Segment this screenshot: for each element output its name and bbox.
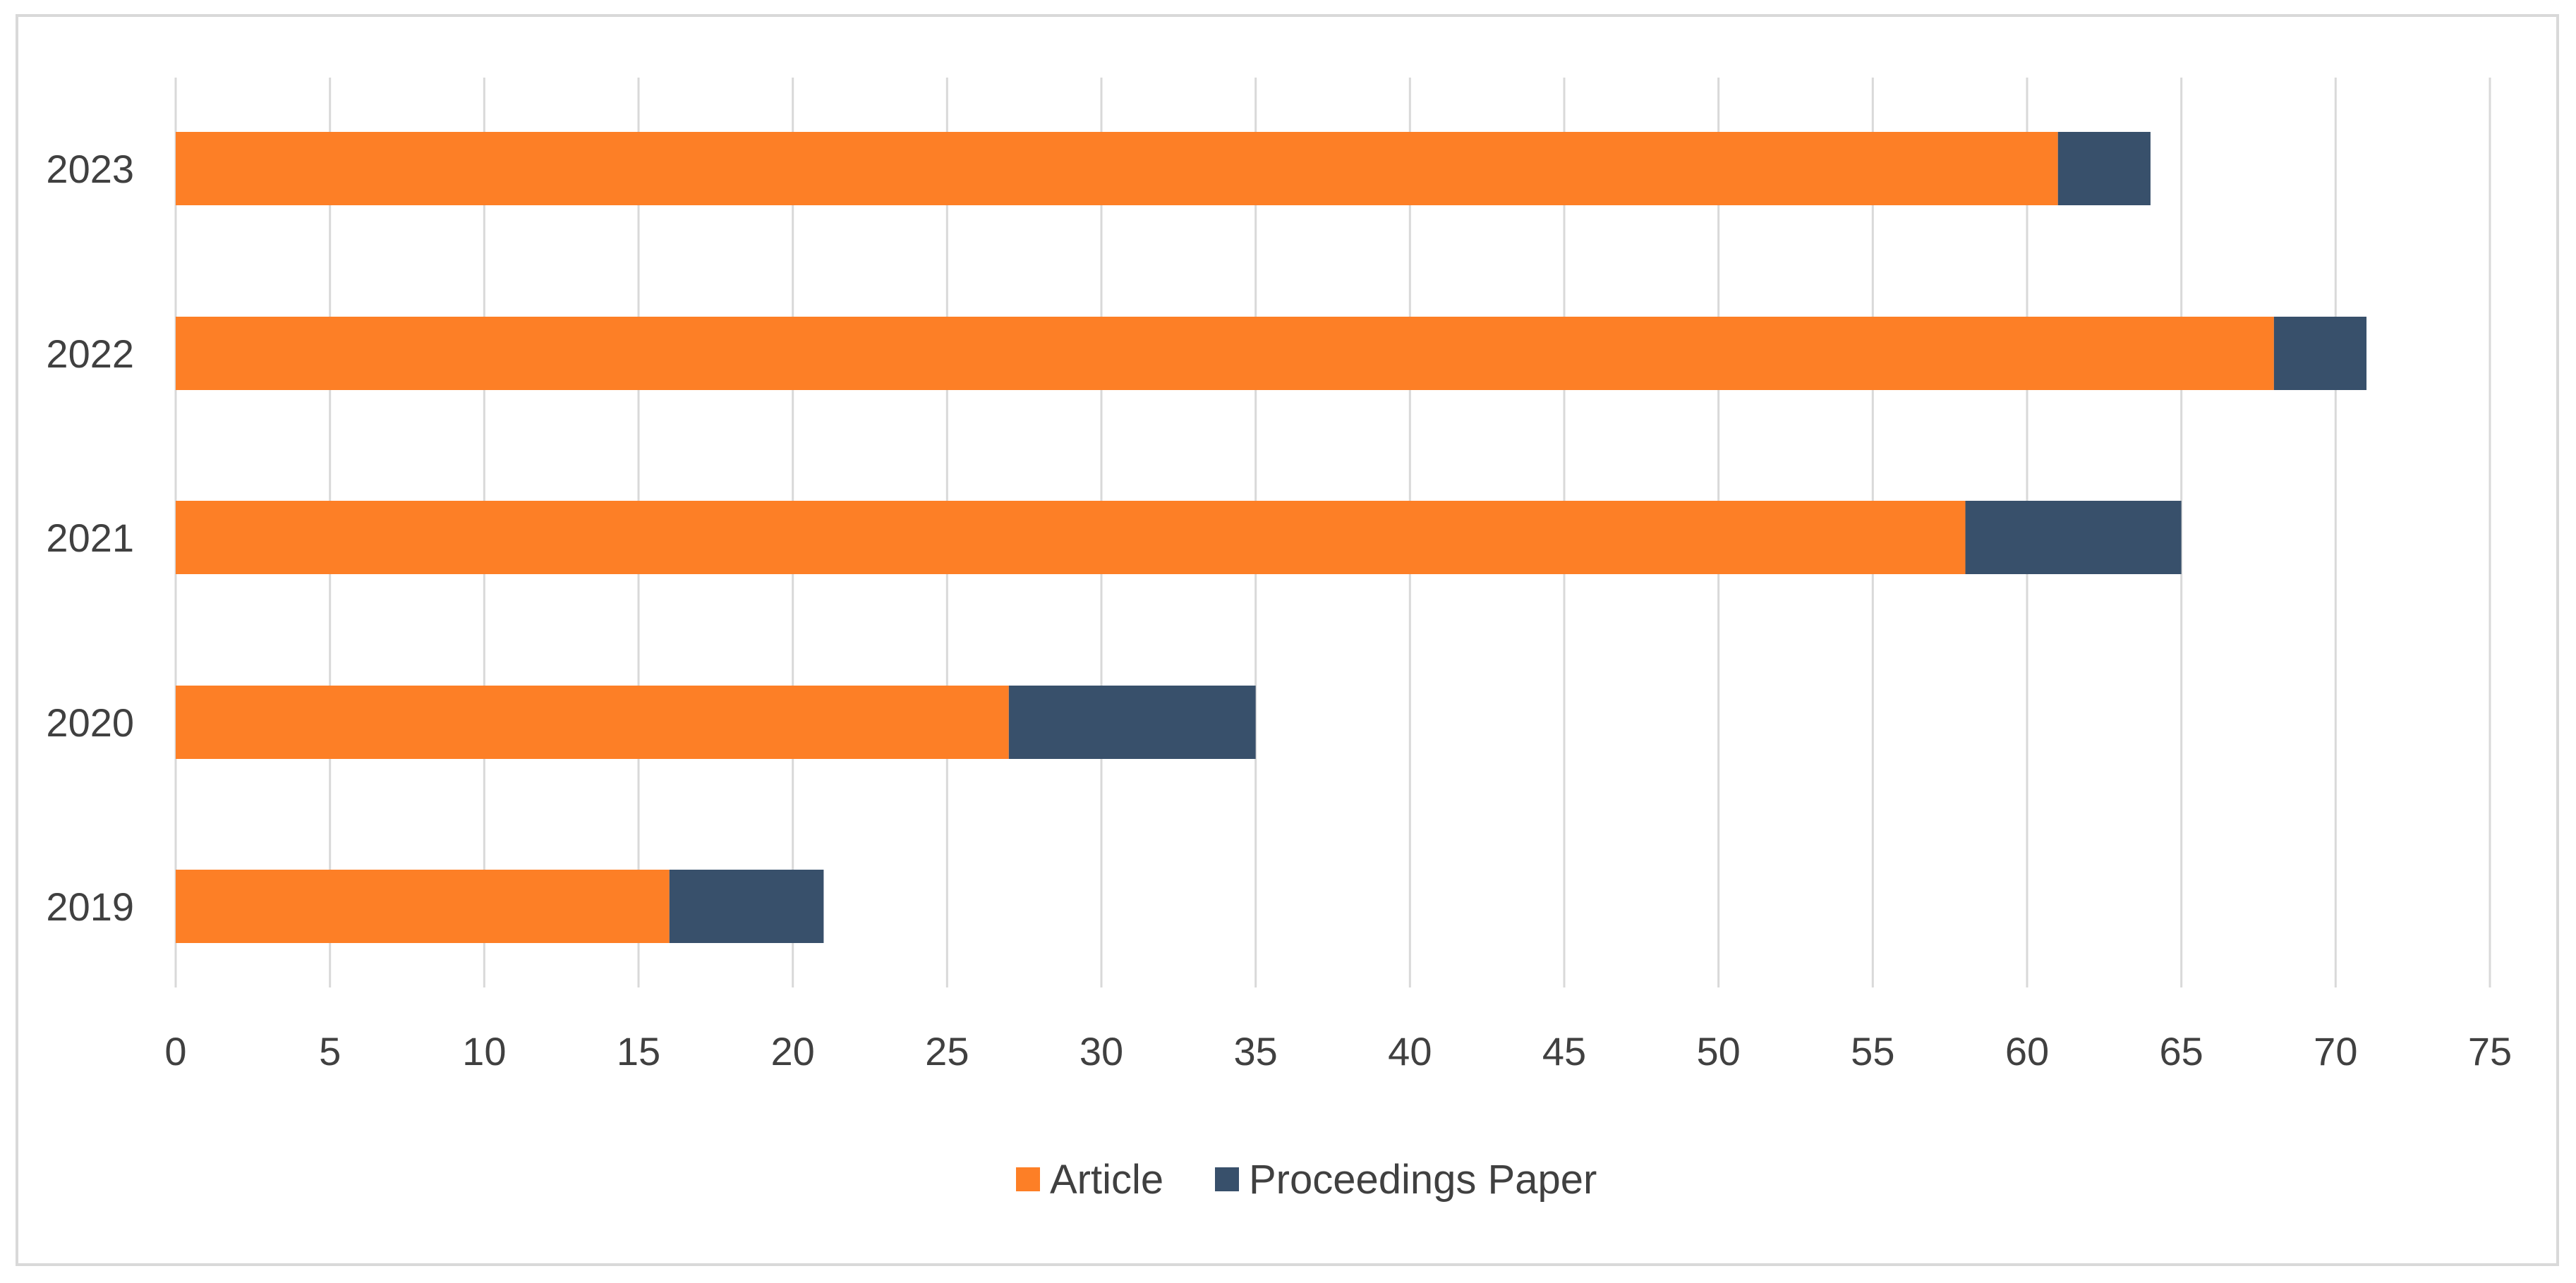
bar-article-2023 xyxy=(176,132,2058,205)
y-tick-label: 2019 xyxy=(46,884,134,929)
legend-swatch-proceedings-paper xyxy=(1215,1167,1239,1191)
x-tick-label: 5 xyxy=(319,1029,341,1074)
y-axis-labels: 2023 2022 2021 2020 2019 xyxy=(46,147,134,929)
x-tick-label: 20 xyxy=(771,1029,815,1074)
x-tick-label: 40 xyxy=(1388,1029,1432,1074)
x-tick-label: 70 xyxy=(2314,1029,2357,1074)
y-tick-label: 2023 xyxy=(46,147,134,191)
y-tick-label: 2021 xyxy=(46,516,134,560)
x-tick-label: 15 xyxy=(617,1029,660,1074)
x-tick-label: 65 xyxy=(2160,1029,2203,1074)
y-tick-label: 2020 xyxy=(46,700,134,745)
x-tick-label: 35 xyxy=(1234,1029,1278,1074)
x-tick-label: 0 xyxy=(164,1029,186,1074)
x-tick-label: 10 xyxy=(462,1029,506,1074)
bar-proceedings-paper-2022 xyxy=(2273,317,2367,390)
bars xyxy=(176,132,2367,943)
bar-article-2021 xyxy=(176,501,1966,574)
y-tick-label: 2022 xyxy=(46,332,134,376)
bar-article-2020 xyxy=(176,686,1009,759)
bar-proceedings-paper-2020 xyxy=(1008,686,1256,759)
x-axis-labels: 0 5 10 15 20 25 30 35 40 45 50 55 60 65 70 75 xyxy=(164,1029,2512,1074)
x-tick-label: 25 xyxy=(925,1029,969,1074)
bar-article-2019 xyxy=(176,870,670,943)
bar-proceedings-paper-2021 xyxy=(1965,501,2182,574)
x-tick-label: 50 xyxy=(1697,1029,1741,1074)
x-tick-label: 55 xyxy=(1851,1029,1894,1074)
x-tick-label: 75 xyxy=(2468,1029,2512,1074)
x-tick-label: 45 xyxy=(1542,1029,1586,1074)
bar-proceedings-paper-2023 xyxy=(2057,132,2151,205)
legend-label: Proceedings Paper xyxy=(1249,1157,1597,1203)
legend-label: Article xyxy=(1050,1157,1163,1203)
x-tick-label: 30 xyxy=(1080,1029,1123,1074)
legend-swatch-article xyxy=(1016,1167,1040,1191)
chart-frame xyxy=(16,14,2559,1266)
bar-article-2022 xyxy=(176,317,2274,390)
x-tick-label: 60 xyxy=(2005,1029,2049,1074)
bar-proceedings-paper-2019 xyxy=(669,870,824,943)
legend: Article Proceedings Paper xyxy=(1016,1157,1597,1203)
